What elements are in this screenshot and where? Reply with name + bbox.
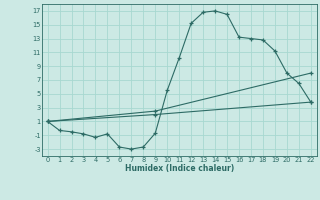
X-axis label: Humidex (Indice chaleur): Humidex (Indice chaleur) — [124, 164, 234, 173]
